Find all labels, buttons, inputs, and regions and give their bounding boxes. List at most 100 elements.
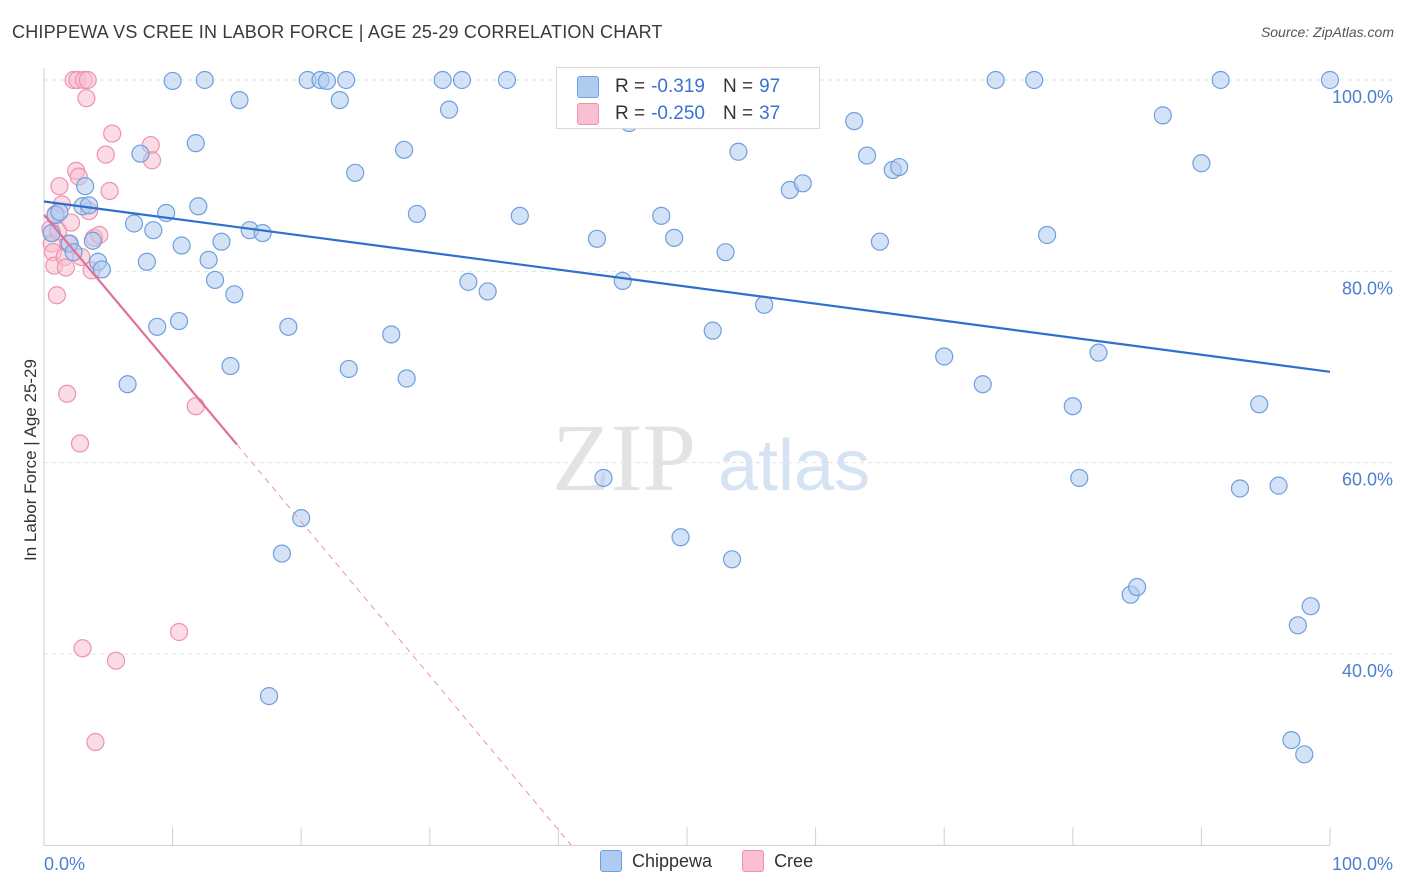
chippewa-point	[76, 177, 95, 196]
legend-label-chippewa: Chippewa	[632, 850, 713, 871]
chippewa-point	[793, 174, 812, 193]
chippewa-point	[935, 347, 954, 366]
chippewa-point	[189, 197, 208, 216]
chippewa-point	[587, 229, 607, 248]
chippewa-point	[1211, 70, 1230, 90]
chippewa-point	[186, 134, 205, 153]
chippewa-point	[195, 70, 214, 90]
chippewa-point	[337, 70, 356, 90]
cree-point	[186, 397, 205, 416]
x-tick-label-min: 0.0%	[44, 854, 85, 874]
cree-point	[70, 434, 90, 453]
chippewa-point	[729, 142, 748, 161]
chippewa-point	[703, 321, 722, 340]
chippewa-point	[1269, 476, 1288, 495]
cree-n-label: N =	[722, 103, 754, 124]
chippewa-n-value: 97	[759, 76, 781, 97]
chippewa-point	[124, 214, 144, 233]
cree-trend-extension	[236, 444, 572, 846]
legend: Chippewa Cree	[600, 850, 813, 872]
stats-row-chippewa: R = -0.319 N = 97	[577, 74, 780, 100]
cree-point	[73, 639, 92, 658]
cree-n-value: 37	[759, 103, 781, 124]
chippewa-point	[212, 232, 231, 251]
chippewa-point	[755, 295, 774, 314]
chippewa-point	[1230, 479, 1250, 498]
y-axis-title: In Labor Force | Age 25-29	[21, 359, 40, 561]
chippewa-r-label: R =	[615, 76, 646, 97]
chippewa-point	[1153, 106, 1172, 125]
chippewa-points	[42, 70, 1340, 764]
chippewa-point	[205, 270, 225, 290]
chippewa-point	[497, 70, 517, 90]
chippewa-point	[407, 204, 427, 224]
chippewa-point	[459, 272, 478, 291]
chippewa-point	[890, 157, 909, 177]
chippewa-point	[42, 223, 61, 243]
chippewa-point	[292, 509, 311, 528]
chippewa-point	[1127, 577, 1147, 597]
cree-point	[77, 89, 96, 108]
cree-point	[58, 384, 77, 403]
chippewa-point	[394, 140, 414, 159]
legend-swatch-cree	[742, 850, 765, 872]
chippewa-point	[131, 144, 150, 163]
chippewa-point	[722, 550, 742, 569]
chippewa-point	[148, 317, 167, 336]
source-note: Source: ZipAtlas.com	[1260, 24, 1394, 40]
y-tick-label-80: 80.0%	[1342, 278, 1393, 298]
chippewa-point	[613, 271, 632, 290]
chippewa-point	[652, 206, 671, 225]
chippewa-point	[50, 202, 69, 222]
chart-title: CHIPPEWA VS CREE IN LABOR FORCE | AGE 25…	[12, 22, 663, 42]
watermark-atlas: atlas	[718, 426, 870, 506]
chippewa-point	[279, 317, 298, 336]
cree-point	[103, 124, 122, 143]
legend-item-chippewa[interactable]: Chippewa	[600, 850, 712, 872]
cree-point	[100, 181, 119, 201]
x-tick-labels: 0.0% 100.0%	[44, 854, 1393, 874]
chippewa-point	[317, 71, 337, 91]
chippewa-point	[253, 223, 272, 243]
chippewa-point	[1295, 745, 1314, 764]
chippewa-swatch	[577, 76, 599, 98]
legend-item-cree[interactable]: Cree	[742, 850, 813, 872]
chippewa-point	[1282, 730, 1301, 750]
chippewa-point	[92, 260, 111, 279]
x-tick-label-max: 100.0%	[1332, 854, 1393, 874]
chippewa-point	[845, 112, 864, 131]
chippewa-r-value: -0.319	[651, 76, 705, 97]
chippewa-point	[1250, 395, 1269, 414]
chippewa-point	[144, 221, 163, 240]
chippewa-point	[330, 90, 349, 110]
cree-point	[106, 651, 126, 670]
axes	[43, 68, 1331, 846]
cree-point	[47, 286, 66, 305]
chippewa-point	[397, 369, 416, 388]
chippewa-point	[478, 282, 497, 301]
stats-row-cree: R = -0.250 N = 37	[577, 101, 780, 127]
chippewa-point	[225, 285, 244, 304]
legend-label-cree: Cree	[774, 850, 814, 871]
chippewa-point	[137, 252, 156, 271]
cree-r-label: R =	[615, 103, 646, 124]
chippewa-point	[172, 236, 191, 255]
chippewa-point	[83, 231, 102, 250]
chippewa-point	[118, 375, 137, 394]
cree-trend-line	[43, 214, 238, 446]
y-tick-labels: 40.0% 60.0% 80.0% 100.0%	[1332, 87, 1393, 681]
cree-points	[41, 70, 205, 752]
cree-point	[50, 177, 69, 196]
chippewa-n-label: N =	[722, 76, 754, 97]
chippewa-point	[199, 250, 218, 269]
legend-swatch-chippewa	[600, 850, 622, 872]
chippewa-point	[1070, 468, 1089, 488]
y-tick-label-100: 100.0%	[1332, 87, 1393, 107]
chippewa-point	[346, 163, 365, 182]
chippewa-point	[221, 356, 240, 376]
chippewa-point	[671, 528, 690, 547]
chippewa-point	[594, 468, 613, 488]
chippewa-point	[1089, 343, 1108, 362]
cree-point	[96, 145, 115, 164]
